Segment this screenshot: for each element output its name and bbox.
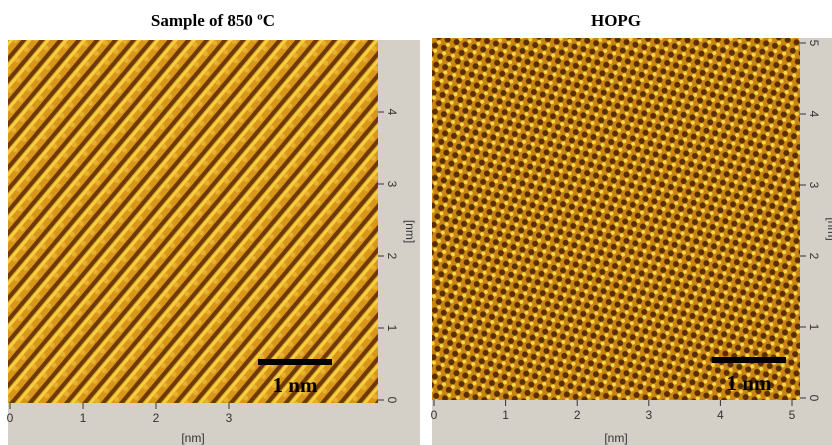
x-tick-label: 2: [153, 411, 160, 425]
y-tick-label: 1: [807, 324, 821, 331]
y-tick-label: 3: [385, 181, 399, 188]
y-tick-label: 2: [807, 253, 821, 260]
stm-image: [8, 40, 378, 403]
y-tick-label: 4: [807, 111, 821, 118]
y-tick-label: 0: [807, 395, 821, 402]
x-tick-label: 1: [80, 411, 87, 425]
x-tick-label: 0: [7, 411, 14, 425]
x-axis-label: [nm]: [181, 431, 204, 445]
x-tick-label: 2: [574, 408, 581, 422]
x-tick-label: 5: [789, 408, 796, 422]
panel-title: Sample of 850 ºC: [151, 11, 275, 30]
stm-image: [432, 38, 800, 400]
y-tick-label: 0: [385, 397, 399, 404]
y-axis-label: [nm]: [403, 220, 417, 243]
y-tick-label: 1: [385, 325, 399, 332]
panel-title: HOPG: [591, 11, 641, 30]
y-tick-label: 4: [385, 109, 399, 116]
x-axis-label: [nm]: [604, 431, 627, 445]
x-tick-label: 0: [431, 408, 438, 422]
x-tick-label: 1: [502, 408, 509, 422]
scale-bar: [258, 359, 332, 365]
y-tick-label: 5: [807, 40, 821, 47]
x-tick-label: 3: [645, 408, 652, 422]
y-tick-label: 3: [807, 182, 821, 189]
scale-bar-label: 1 nm: [273, 373, 318, 397]
x-tick-label: 4: [717, 408, 724, 422]
x-tick-label: 3: [226, 411, 233, 425]
y-tick-label: 2: [385, 253, 399, 260]
scale-bar: [712, 357, 786, 363]
scale-bar-label: 1 nm: [727, 371, 772, 395]
panels: Sample of 850 ºC 0 1 2 3 0 1 2 3 4 [nm] [nm] 1 nm HOP…: [7, 11, 832, 445]
y-axis-label: [nm]: [825, 217, 832, 240]
